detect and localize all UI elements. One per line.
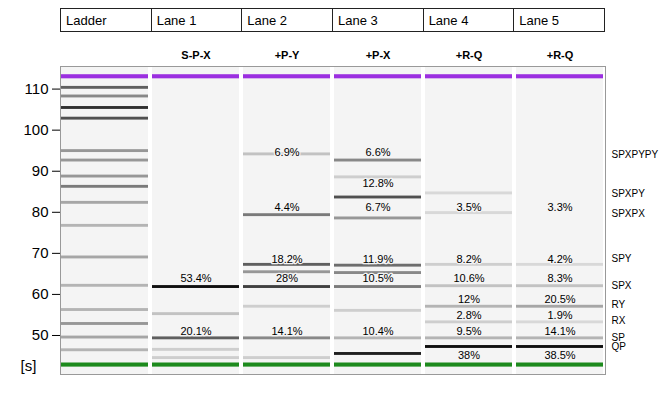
- svg-text:100: 100: [23, 121, 48, 138]
- html-text:Ladder: Ladder: [66, 12, 107, 28]
- svg-text:12%: 12%: [458, 293, 480, 305]
- svg-text:60: 60: [32, 285, 49, 302]
- html-text:Lane 3: Lane 3: [338, 12, 378, 28]
- svg-text:RX: RX: [612, 315, 626, 326]
- svg-text:+R-Q: +R-Q: [547, 49, 574, 61]
- html-text:Lane 1: Lane 1: [156, 12, 197, 28]
- svg-text:20.1%: 20.1%: [180, 325, 211, 337]
- svg-text:18.2%: 18.2%: [271, 253, 302, 265]
- html-text:Lane 2: Lane 2: [247, 12, 288, 28]
- svg-text:14.1%: 14.1%: [544, 325, 575, 337]
- svg-text:14.1%: 14.1%: [271, 325, 302, 337]
- svg-text:4.4%: 4.4%: [274, 201, 299, 213]
- svg-text:SPY: SPY: [612, 253, 632, 264]
- svg-text:10.4%: 10.4%: [362, 325, 393, 337]
- svg-text:38%: 38%: [458, 349, 480, 361]
- svg-text:SP: SP: [611, 331, 625, 343]
- svg-text:+R-Q: +R-Q: [456, 49, 483, 61]
- svg-text:+P-X: +P-X: [366, 49, 391, 61]
- svg-text:1.9%: 1.9%: [547, 309, 572, 321]
- svg-text:8.3%: 8.3%: [547, 272, 572, 284]
- svg-text:2.8%: 2.8%: [456, 309, 481, 321]
- svg-text:SPX: SPX: [612, 280, 632, 291]
- html-text:Lane 4: Lane 4: [428, 12, 469, 28]
- svg-text:[s]: [s]: [21, 357, 37, 374]
- svg-text:11.9%: 11.9%: [363, 253, 394, 265]
- svg-text:50: 50: [32, 326, 49, 343]
- svg-text:28%: 28%: [276, 272, 298, 284]
- svg-text:6.9%: 6.9%: [274, 146, 299, 158]
- svg-text:S-P-X: S-P-X: [181, 49, 211, 61]
- svg-text:80: 80: [32, 203, 49, 220]
- svg-text:8.2%: 8.2%: [456, 253, 481, 265]
- svg-text:38.5%: 38.5%: [544, 349, 575, 361]
- svg-text:110: 110: [25, 80, 49, 97]
- svg-text:SPXPYPY: SPXPYPY: [612, 149, 659, 160]
- svg-text:9.5%: 9.5%: [456, 325, 481, 337]
- svg-text:SPXPY: SPXPY: [612, 188, 646, 199]
- svg-text:6.7%: 6.7%: [365, 201, 390, 213]
- svg-text:90: 90: [32, 162, 49, 179]
- svg-text:20.5%: 20.5%: [544, 293, 575, 305]
- svg-text:SPXPX: SPXPX: [612, 208, 646, 219]
- svg-text:70: 70: [32, 244, 49, 261]
- svg-text:12.8%: 12.8%: [362, 177, 393, 189]
- svg-text:3.5%: 3.5%: [456, 201, 481, 213]
- svg-text:QP: QP: [612, 341, 627, 352]
- svg-text:10.6%: 10.6%: [453, 272, 484, 284]
- html-text:Lane 5: Lane 5: [519, 12, 559, 28]
- svg-text:+P-Y: +P-Y: [275, 49, 300, 61]
- svg-text:53.4%: 53.4%: [180, 272, 211, 284]
- svg-text:6.6%: 6.6%: [365, 146, 390, 158]
- svg-text:3.3%: 3.3%: [547, 201, 572, 213]
- svg-text:RY: RY: [612, 299, 626, 310]
- svg-text:4.2%: 4.2%: [547, 253, 572, 265]
- svg-text:10.5%: 10.5%: [362, 272, 393, 284]
